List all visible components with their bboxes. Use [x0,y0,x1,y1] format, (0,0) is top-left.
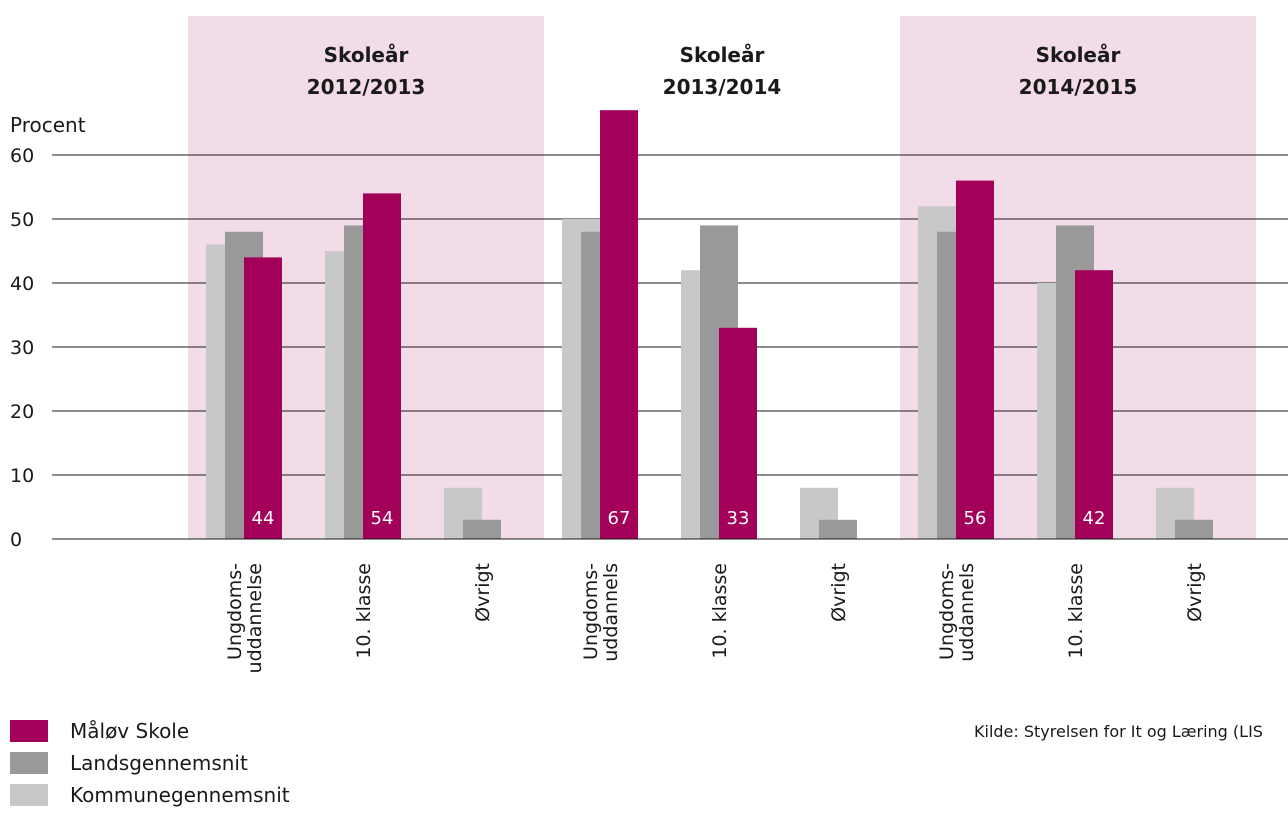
group-title-line2: 2013/2014 [663,75,782,99]
bar-school [244,257,282,539]
category-label: 10. klasse [709,563,731,659]
bar-value-label: 54 [371,508,394,529]
bar-value-label: 67 [608,508,631,529]
legend-label-municipal: Kommunegennemsnit [70,783,290,807]
legend-item-school: Måløv Skole [10,719,290,743]
y-tick-label: 30 [10,337,34,359]
category-label: 10. klasse [1065,563,1087,659]
group-title-line1: Skoleår [1036,43,1121,67]
category-label: uddannels [600,563,622,662]
bar-national [1175,519,1213,539]
y-tick-label: 0 [10,529,22,551]
bar-chart: Skoleår 2012/2013 Skoleår 2013/2014 Skoleår 2… [10,16,1288,673]
group-title-line2: 2012/2013 [307,75,426,99]
group-title-line2: 2014/2015 [1019,75,1138,99]
y-axis-label: Procent [10,113,86,137]
y-tick-label: 10 [10,465,34,487]
y-tick-label: 40 [10,273,34,295]
bar-national [463,519,501,539]
bar-school [363,193,401,539]
legend-swatch-school [10,720,48,742]
group-title-line1: Skoleår [680,43,765,67]
legend-label-national: Landsgennemsnit [70,751,248,775]
y-tick-label: 20 [10,401,34,423]
bar-value-label: 56 [964,508,987,529]
legend-item-national: Landsgennemsnit [10,751,290,775]
bar-school [1075,270,1113,539]
source-note: Kilde: Styrelsen for It og Læring (LIS [974,722,1263,741]
bar-value-label: 42 [1083,508,1106,529]
legend-swatch-national [10,752,48,774]
legend: Måløv Skole Landsgennemsnit Kommunegenne… [10,719,290,816]
bar-school [600,110,638,539]
legend-label-school: Måløv Skole [70,719,190,743]
category-label: Øvrigt [472,563,494,622]
y-tick-label: 60 [10,145,34,167]
category-label: 10. klasse [353,563,375,659]
category-label: uddannels [956,563,978,662]
bar-school [956,180,994,539]
y-tick-label: 50 [10,209,34,231]
bar-value-label: 44 [252,508,275,529]
category-label: uddannelse [244,563,266,673]
group-title-line1: Skoleår [324,43,409,67]
bar-value-label: 33 [727,508,750,529]
category-label: Øvrigt [828,563,850,622]
category-label: Ungdoms- [580,563,602,660]
category-label: Ungdoms- [224,563,246,660]
legend-swatch-municipal [10,784,48,806]
legend-item-municipal: Kommunegennemsnit [10,783,290,807]
bar-national [819,519,857,539]
category-label: Ungdoms- [936,563,958,660]
bar-school [719,327,757,539]
category-label: Øvrigt [1184,563,1206,622]
